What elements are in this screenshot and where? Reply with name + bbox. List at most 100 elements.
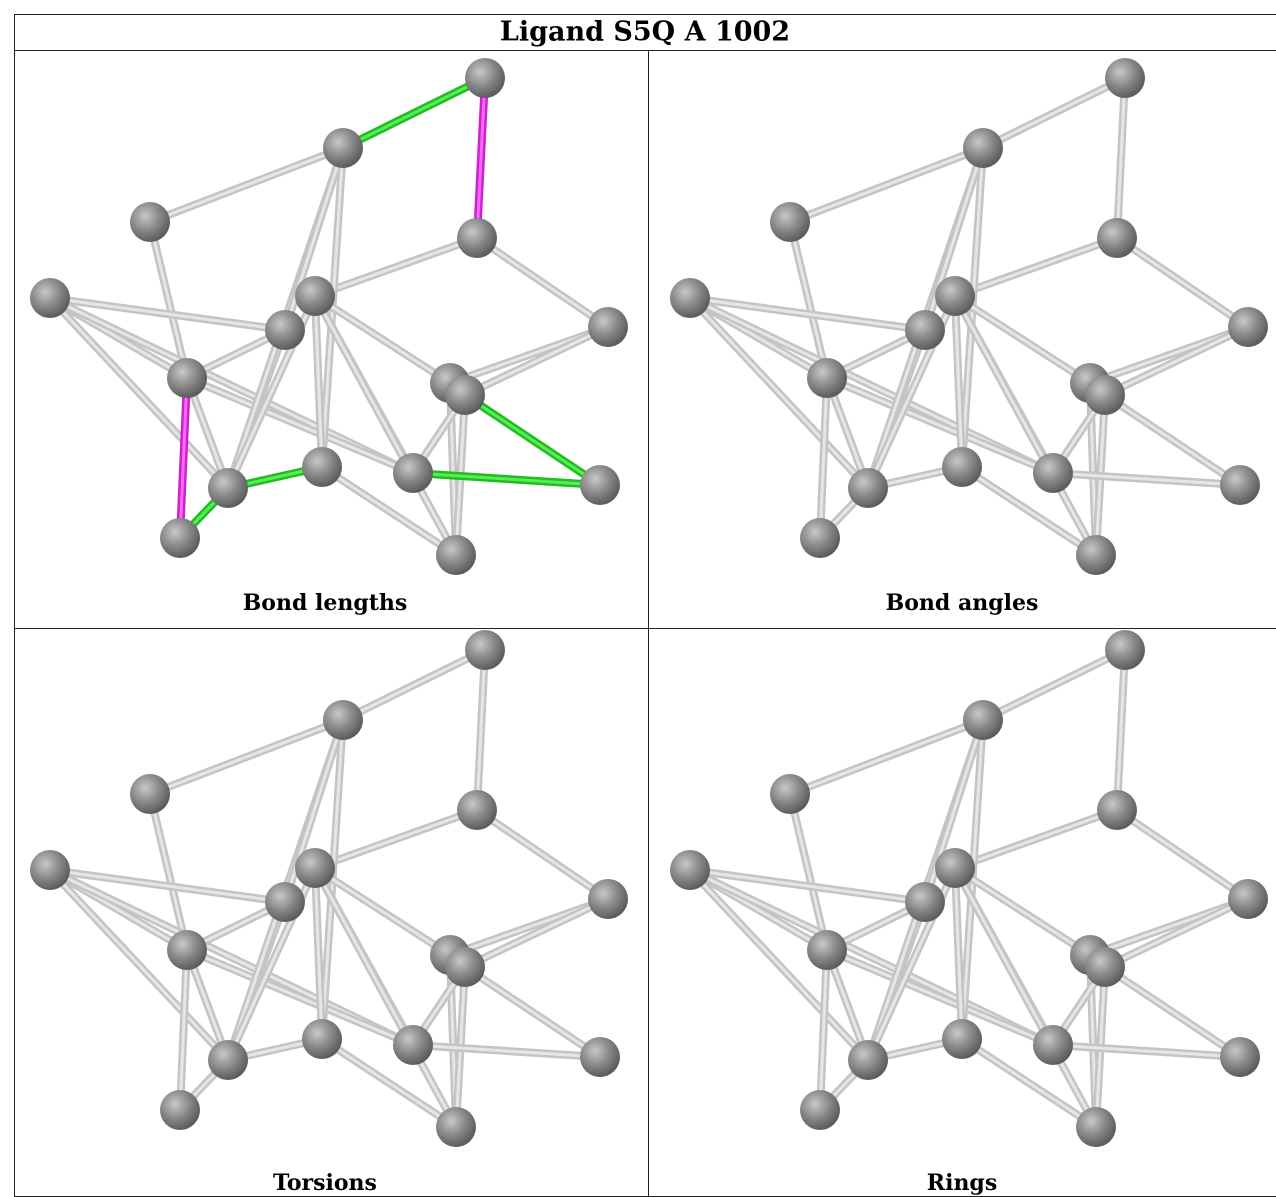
atom [208,1040,248,1080]
atom [1033,1025,1073,1065]
atom [445,375,485,415]
bond-highlight [463,325,610,397]
bond-highlight [48,296,230,490]
bond-highlight [960,1037,1098,1129]
atom [942,1019,982,1059]
atom [942,447,982,487]
atom [1228,307,1268,347]
bond-highlight [953,866,1098,1129]
atom [1085,375,1125,415]
panel-label: Bond lengths [243,590,408,616]
atom [1076,1107,1116,1147]
bond-highlight [981,76,1127,150]
bond-highlight [953,866,1092,957]
atom [963,128,1003,168]
panel-label: Rings [927,1170,997,1196]
bond-highlight [1103,393,1242,487]
bond-highlight [953,294,1098,557]
figure-title: Ligand S5Q A 1002 [500,17,790,48]
atom [167,930,207,970]
bond-highlight [475,76,487,240]
bond-highlight [688,868,870,1062]
bond-highlight [320,465,458,557]
bond-highlight [148,718,345,796]
atom [1220,1037,1260,1077]
atom [670,278,710,318]
atom [580,465,620,505]
bond-highlight [341,76,487,150]
atom [130,774,170,814]
bond-highlight [818,948,829,1112]
molecule [30,630,628,1147]
bond-highlight [688,868,927,904]
bond-highlight [313,294,324,469]
atom [30,850,70,890]
bond-highlight [688,296,870,490]
bond-highlight [1115,76,1127,240]
bond-highlight [148,146,345,224]
atom [800,1090,840,1130]
atom [265,310,305,350]
bond-highlight [1115,648,1127,812]
bond-highlight [463,393,602,487]
bond-highlight [1115,236,1250,329]
atom [295,276,335,316]
bond-highlight [313,294,458,557]
bond-highlight [788,220,829,380]
bond-highlight [788,718,985,796]
bond-highlight [825,376,1055,475]
bond-highlight [341,648,487,722]
bond-highlight [1103,897,1250,969]
bond-highlight [411,1043,602,1059]
atom [905,310,945,350]
bond-highlight [313,866,452,957]
atom [588,879,628,919]
bond-highlight [1051,471,1242,487]
bond-highlight [788,792,829,952]
atom [800,518,840,558]
atom [130,202,170,242]
atom [935,276,975,316]
atom [770,774,810,814]
atom [670,850,710,890]
bond-highlight [283,718,345,904]
atom [465,58,505,98]
bond-highlight [320,1037,458,1129]
atom [1228,879,1268,919]
bond-highlight [148,792,189,952]
bond-highlight [825,948,1055,1047]
bond-highlight [48,868,230,1062]
atom [323,128,363,168]
atom [905,882,945,922]
molecule [670,630,1268,1147]
atom [436,1107,476,1147]
bond-highlight [178,948,189,1112]
bond-highlight [953,294,1092,385]
atom [1220,465,1260,505]
bond-highlight [463,897,610,969]
bond-highlight [1103,965,1242,1059]
atom [167,358,207,398]
bond-highlight [788,146,985,224]
atom [807,358,847,398]
table-border [14,14,1276,1197]
atom [445,947,485,987]
atom [302,1019,342,1059]
bond-highlight [1115,808,1250,901]
atom [848,1040,888,1080]
atom [457,218,497,258]
bond-highlight [313,294,452,385]
bond-highlight [475,648,487,812]
atom [963,700,1003,740]
bond-highlight [923,146,985,332]
atom [770,202,810,242]
bond-highlight [313,808,479,870]
bond-highlight [313,866,324,1041]
panel-label: Torsions [273,1170,377,1196]
atom [436,535,476,575]
bond-highlight [1103,325,1250,397]
bond-highlight [411,471,602,487]
atom [208,468,248,508]
atom [1076,535,1116,575]
atom [160,518,200,558]
